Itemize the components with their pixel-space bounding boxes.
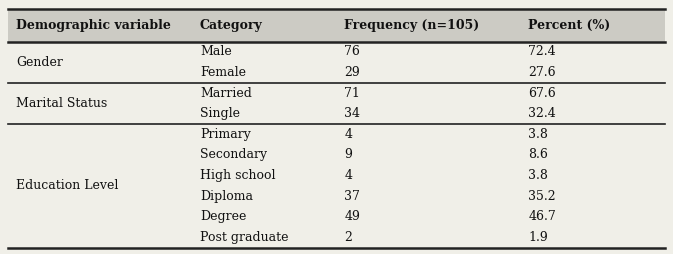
Text: 35.2: 35.2 bbox=[528, 189, 556, 203]
Text: Degree: Degree bbox=[200, 210, 246, 223]
Text: Post graduate: Post graduate bbox=[200, 231, 289, 244]
Text: 4: 4 bbox=[345, 128, 353, 141]
Text: Education Level: Education Level bbox=[16, 179, 118, 192]
Text: Demographic variable: Demographic variable bbox=[16, 19, 171, 32]
Text: 49: 49 bbox=[345, 210, 360, 223]
Text: Percent (%): Percent (%) bbox=[528, 19, 610, 32]
Text: Single: Single bbox=[200, 107, 240, 120]
Text: 27.6: 27.6 bbox=[528, 66, 556, 79]
Text: Married: Married bbox=[200, 87, 252, 100]
Text: 29: 29 bbox=[345, 66, 360, 79]
Text: 1.9: 1.9 bbox=[528, 231, 548, 244]
Text: Secondary: Secondary bbox=[200, 148, 267, 161]
Text: 37: 37 bbox=[345, 189, 360, 203]
FancyBboxPatch shape bbox=[8, 9, 665, 42]
Text: 4: 4 bbox=[345, 169, 353, 182]
Text: 3.8: 3.8 bbox=[528, 169, 548, 182]
Text: 8.6: 8.6 bbox=[528, 148, 548, 161]
Text: Category: Category bbox=[200, 19, 262, 32]
Text: Gender: Gender bbox=[16, 56, 63, 69]
Text: High school: High school bbox=[200, 169, 275, 182]
Text: Diploma: Diploma bbox=[200, 189, 253, 203]
Text: 2: 2 bbox=[345, 231, 352, 244]
Text: 9: 9 bbox=[345, 148, 352, 161]
Text: 3.8: 3.8 bbox=[528, 128, 548, 141]
Text: Male: Male bbox=[200, 45, 232, 58]
Text: 34: 34 bbox=[345, 107, 360, 120]
Text: Female: Female bbox=[200, 66, 246, 79]
Text: Frequency (n=105): Frequency (n=105) bbox=[345, 19, 480, 32]
Text: 71: 71 bbox=[345, 87, 360, 100]
Text: 67.6: 67.6 bbox=[528, 87, 556, 100]
Text: 46.7: 46.7 bbox=[528, 210, 556, 223]
Text: Primary: Primary bbox=[200, 128, 251, 141]
Text: 76: 76 bbox=[345, 45, 360, 58]
FancyBboxPatch shape bbox=[8, 9, 665, 248]
Text: 72.4: 72.4 bbox=[528, 45, 556, 58]
Text: 32.4: 32.4 bbox=[528, 107, 556, 120]
Text: Marital Status: Marital Status bbox=[16, 97, 107, 110]
